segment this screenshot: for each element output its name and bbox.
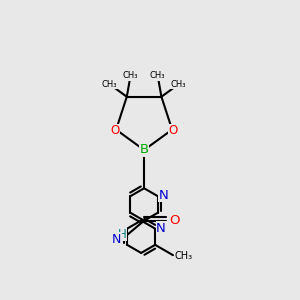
Text: CH₃: CH₃ xyxy=(150,71,166,80)
Text: H: H xyxy=(118,228,126,241)
Text: N: N xyxy=(156,222,166,235)
Text: CH₃: CH₃ xyxy=(171,80,186,89)
Text: CH₃: CH₃ xyxy=(175,251,193,261)
Text: N: N xyxy=(159,189,169,202)
Text: B: B xyxy=(140,143,149,157)
Text: N: N xyxy=(112,232,122,246)
Text: CH₃: CH₃ xyxy=(102,80,117,89)
Text: O: O xyxy=(110,124,120,137)
Text: CH₃: CH₃ xyxy=(123,71,138,80)
Text: O: O xyxy=(169,214,180,226)
Text: O: O xyxy=(169,124,178,137)
